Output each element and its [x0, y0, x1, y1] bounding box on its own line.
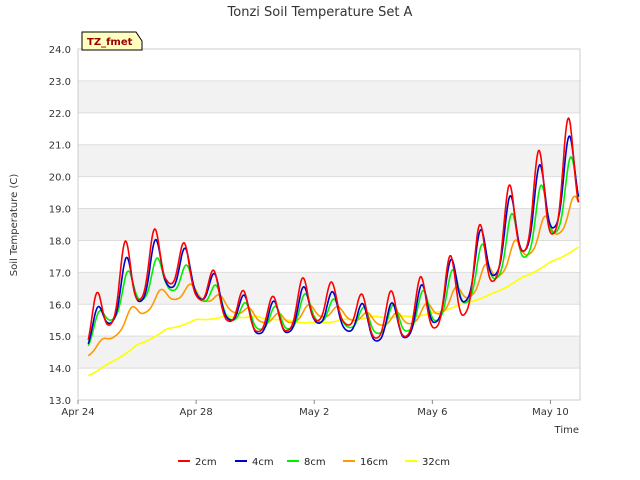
x-tick-label: May 6 [417, 407, 447, 418]
legend-label-16cm: 16cm [360, 457, 388, 468]
grid-band [78, 80, 580, 113]
series-line-32cm [87, 246, 579, 377]
legend-label-2cm: 2cm [195, 457, 217, 468]
y-tick-label: 19.0 [49, 205, 71, 216]
y-axis-ticks: 13.0 14.0 15.0 16.0 17.0 18.0 19.0 20.0 21.0 22.0… [49, 45, 71, 407]
y-tick-label: 17.0 [49, 268, 71, 279]
y-tick-label: 14.0 [49, 364, 71, 375]
annotation-tag-label: TZ_fmet [87, 37, 133, 48]
series-line-4cm [87, 135, 580, 345]
y-tick-label: 13.0 [49, 396, 71, 407]
y-tick-label: 16.0 [49, 300, 71, 311]
series-line-8cm [87, 156, 580, 347]
grid-band [78, 336, 580, 369]
y-tick-label: 15.0 [49, 332, 71, 343]
grid-band [78, 144, 580, 177]
legend-label-8cm: 8cm [304, 457, 326, 468]
y-tick-label: 21.0 [49, 141, 71, 152]
x-tick-label: May 10 [532, 407, 569, 418]
y-tick-label: 24.0 [49, 45, 71, 56]
y-tick-label: 18.0 [49, 236, 71, 247]
y-tick-label: 20.0 [49, 173, 71, 184]
legend: 2cm 4cm 8cm 16cm 32cm [178, 457, 450, 468]
y-tick-label: 23.0 [49, 77, 71, 88]
x-tick-label: Apr 24 [61, 407, 94, 418]
series-layer [87, 117, 580, 377]
y-tick-label: 22.0 [49, 109, 71, 120]
legend-label-32cm: 32cm [422, 457, 450, 468]
plot-area-frame [77, 48, 581, 401]
x-tick-label: Apr 28 [180, 407, 213, 418]
x-tick-label: May 2 [299, 407, 329, 418]
grid-band [78, 208, 580, 241]
y-axis-label: Soil Temperature (C) [9, 174, 20, 277]
annotation-tag: TZ_fmet [81, 31, 143, 51]
legend-label-4cm: 4cm [252, 457, 274, 468]
chart-title: Tonzi Soil Temperature Set A [227, 5, 413, 20]
series-line-2cm [87, 117, 580, 341]
annotation-tag-box [81, 31, 143, 51]
x-axis-label: Time [554, 425, 579, 436]
x-axis-ticks: Apr 24 Apr 28 May 2 May 6 May 10 [61, 400, 569, 418]
